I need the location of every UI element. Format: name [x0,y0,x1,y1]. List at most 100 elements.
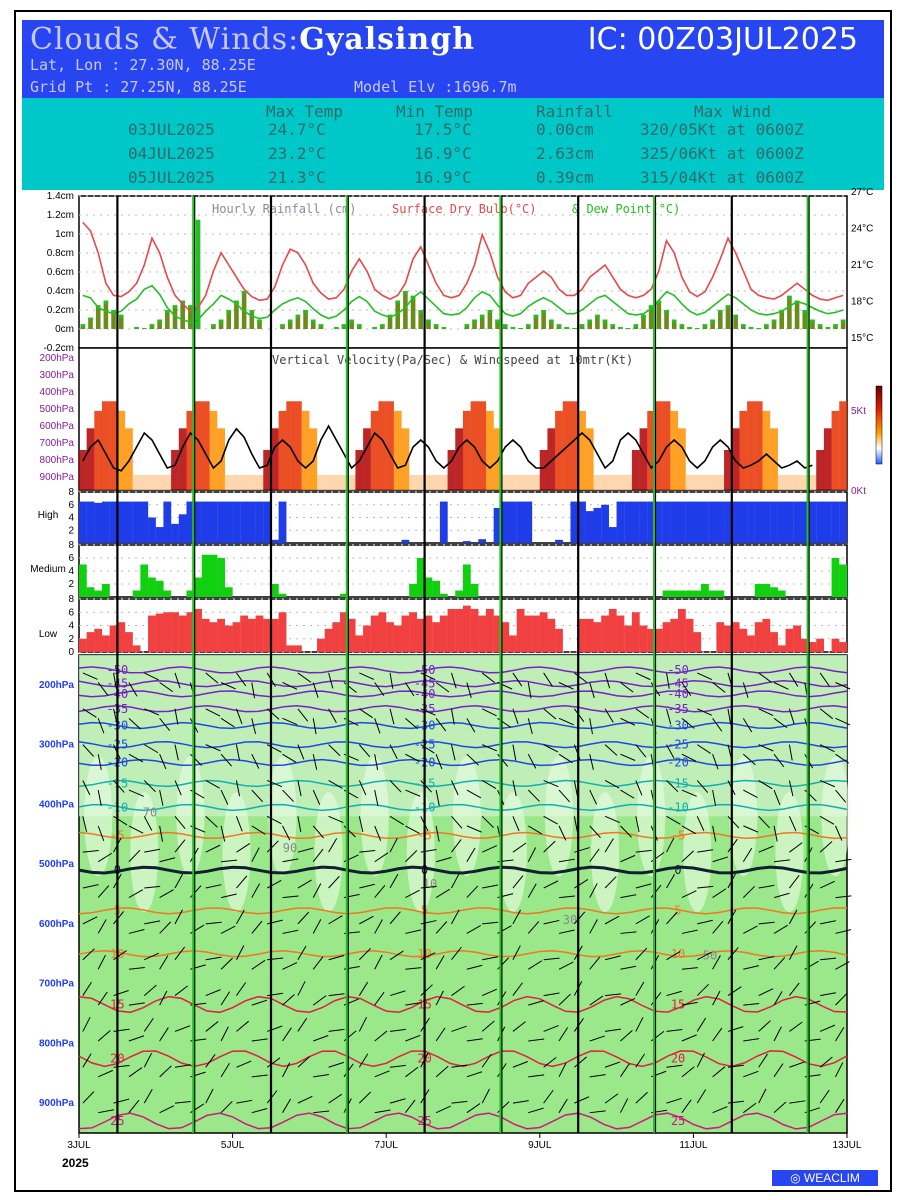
wind-barb [358,948,371,961]
cloud-bar [785,628,794,652]
wind-barb [773,991,783,1006]
rain-bar-top [817,324,823,328]
vv-cell [485,410,494,490]
wind-barb [128,753,144,763]
wind-barb [144,885,161,889]
wind-barb [328,993,345,997]
wind-barb [589,789,598,805]
wind-barb [543,672,553,687]
wind-barb [788,945,798,960]
wind-barb [282,825,291,841]
cloud-bar [800,638,809,652]
wind-barb [174,909,183,925]
wind-barb [420,780,433,793]
cloud-bar [209,622,218,652]
rain-bar-top [664,310,669,313]
vv-cell [247,475,256,490]
rain-bar-top [395,300,401,304]
wind-barb [282,929,299,934]
isotherm-label: 15 [671,998,685,1012]
cloud-bar [416,618,425,652]
wind-barb [742,847,753,862]
wind-barb [758,744,774,752]
wind-barb [681,1001,698,1006]
wind-barb [681,825,697,835]
wind-barb [220,957,233,970]
wind-barb [758,988,774,997]
wind-barb [512,875,524,889]
wind-barb [143,780,156,793]
wind-barb [589,718,593,735]
y-tick-label: 400hPa [40,387,75,398]
vv-cell [524,475,533,490]
cloud-bar [186,501,195,543]
wind-barb [251,1038,268,1042]
cloud-bar [155,613,164,652]
wind-barb [451,1064,468,1068]
wind-barb [435,1065,449,1078]
y-tick-label: 400hPa [39,799,74,810]
wind-barb [512,1100,529,1104]
wind-barb [144,744,159,754]
wind-barb [328,744,341,757]
wind-barb [113,1028,130,1032]
wind-barb [712,1066,726,1078]
cloud-bar [247,501,256,543]
vv-cell [547,428,556,490]
cloud-bar [777,501,786,543]
cloud-bar [555,628,563,652]
rain-bar-top [510,327,516,329]
y-tick-label: 2 [68,525,74,536]
cloud-bar [708,590,717,597]
cloud-bar [654,501,663,543]
wind-barb [620,682,634,693]
wind-barb [512,1021,526,1032]
wind-barb [143,984,157,996]
wind-barb [743,1038,760,1042]
cloud-bar [670,590,679,597]
cloud-bar [94,590,103,597]
cloud-bar [493,507,502,543]
cloud-bar [762,584,771,597]
rain-bar-top [572,328,577,329]
rain-bar-top [464,324,470,328]
cloud-bar [555,539,563,543]
rain-bar [717,310,723,329]
wind-barb [313,1035,329,1042]
year-label: 2025 [62,1156,89,1170]
wind-barb [451,1100,468,1104]
wind-barb [543,1089,554,1104]
cloud-bar [685,501,694,543]
cloud-bar [478,539,487,543]
rainfall-panel: 1.4cm 1.2cm 1cm 0.8cm 0.6cm 0.4cm 0.2cm 0cm -0.2… [43,187,873,354]
wind-barb [543,744,559,753]
wind-barb [420,744,435,754]
wind-barb [666,1064,683,1068]
rain-bar-top [310,319,316,323]
wind-barb [558,1098,568,1113]
cloud-bar [693,590,702,597]
cloud-bar [140,501,149,543]
vv-cell [424,475,433,490]
wind-barb [451,1025,467,1032]
rain-bar-top [756,328,761,329]
rain-bar-top [234,300,239,304]
vv-cell [509,475,517,490]
wind-barb [558,961,574,970]
vv-cell [570,401,579,490]
cloud-bar [831,501,840,543]
wind-barb [466,718,476,733]
row-min-temp: 16.9°C [414,144,472,163]
wind-barb [835,753,850,764]
wind-barb [543,780,559,788]
wind-barb [666,780,679,793]
rain-bar [241,291,247,329]
wind-barb [773,1101,787,1114]
rain-bar-top [579,324,585,328]
cloud-bar [677,590,686,597]
rain-bar-top [733,314,738,318]
wind-barb [82,744,95,757]
vv-cell [839,401,848,490]
rain-bar [157,319,162,329]
cloud-bar [693,501,702,543]
